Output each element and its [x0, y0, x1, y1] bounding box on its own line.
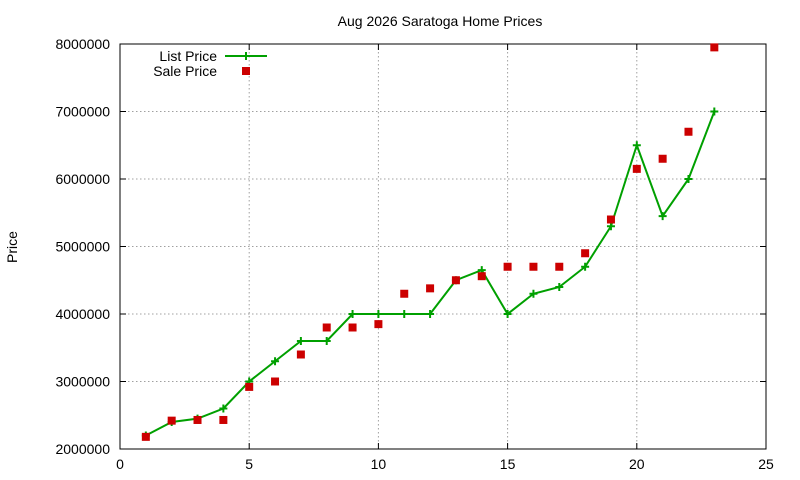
- sale-price-point: [271, 377, 280, 386]
- sale-price-point: [632, 164, 641, 173]
- y-axis-label: Price: [4, 231, 20, 263]
- sale-price-point: [296, 350, 305, 359]
- list-price-point: [400, 310, 409, 318]
- sale-price-point: [606, 215, 615, 224]
- sale-price-point: [245, 382, 254, 391]
- grid: [120, 44, 766, 449]
- list-price-point: [374, 310, 383, 318]
- sale-price-point: [451, 276, 460, 285]
- axis-ticks: 0 5 10 15 20 25 2000000 3000000 4000000 5000000 60…: [55, 36, 774, 472]
- list-price-point: [555, 283, 564, 291]
- x-tick-label: 15: [500, 456, 516, 472]
- sale-price-point: [555, 262, 564, 271]
- sale-price-point: [167, 416, 176, 425]
- list-price-point: [503, 310, 512, 318]
- list-price-point: [426, 310, 435, 318]
- sale-price-point: [529, 262, 538, 271]
- list-price-point: [271, 357, 280, 366]
- sale-price-point: [503, 262, 512, 271]
- list-price-point: [581, 262, 590, 271]
- legend-marker-sale-price: [242, 67, 250, 75]
- sale-price-point: [400, 289, 409, 298]
- list-price-point: [322, 337, 331, 345]
- sale-price-point: [426, 284, 435, 293]
- x-tick-label: 20: [629, 456, 645, 472]
- sale-price-point: [322, 323, 331, 332]
- sale-price-point: [710, 43, 719, 52]
- y-tick-label: 3000000: [55, 374, 110, 390]
- list-price-point: [296, 337, 305, 345]
- legend-label-sale-price: Sale Price: [153, 63, 217, 79]
- chart-title: Aug 2026 Saratoga Home Prices: [338, 13, 543, 29]
- list-price-point: [632, 141, 641, 150]
- x-tick-label: 0: [116, 456, 124, 472]
- list-price-point: [348, 310, 357, 318]
- series-layer: [141, 43, 719, 441]
- legend-marker-list-price: [242, 52, 250, 60]
- x-tick-label: 25: [758, 456, 774, 472]
- sale-price-point: [219, 415, 228, 424]
- sale-price-point: [477, 272, 486, 281]
- list-price-point: [219, 404, 228, 413]
- y-tick-label: 2000000: [55, 441, 110, 457]
- list-price-point: [606, 222, 615, 231]
- y-tick-label: 8000000: [55, 36, 110, 52]
- sale-price-point: [193, 415, 202, 424]
- list-price-point: [658, 212, 667, 221]
- y-tick-label: 4000000: [55, 306, 110, 322]
- legend-label-list-price: List Price: [159, 48, 217, 64]
- sale-price-point: [684, 127, 693, 136]
- list-price-line: [145, 111, 716, 437]
- sale-price-point: [374, 320, 383, 329]
- list-price-point: [710, 107, 719, 116]
- sale-price-point: [141, 432, 150, 441]
- x-tick-label: 10: [371, 456, 387, 472]
- sale-price-point: [348, 323, 357, 332]
- sale-price-point: [658, 154, 667, 163]
- list-price-point: [529, 289, 538, 298]
- sale-price-point: [581, 249, 590, 258]
- list-price-point: [684, 175, 693, 183]
- y-tick-label: 6000000: [55, 171, 110, 187]
- y-tick-label: 5000000: [55, 239, 110, 255]
- x-tick-label: 5: [245, 456, 253, 472]
- y-tick-label: 7000000: [55, 104, 110, 120]
